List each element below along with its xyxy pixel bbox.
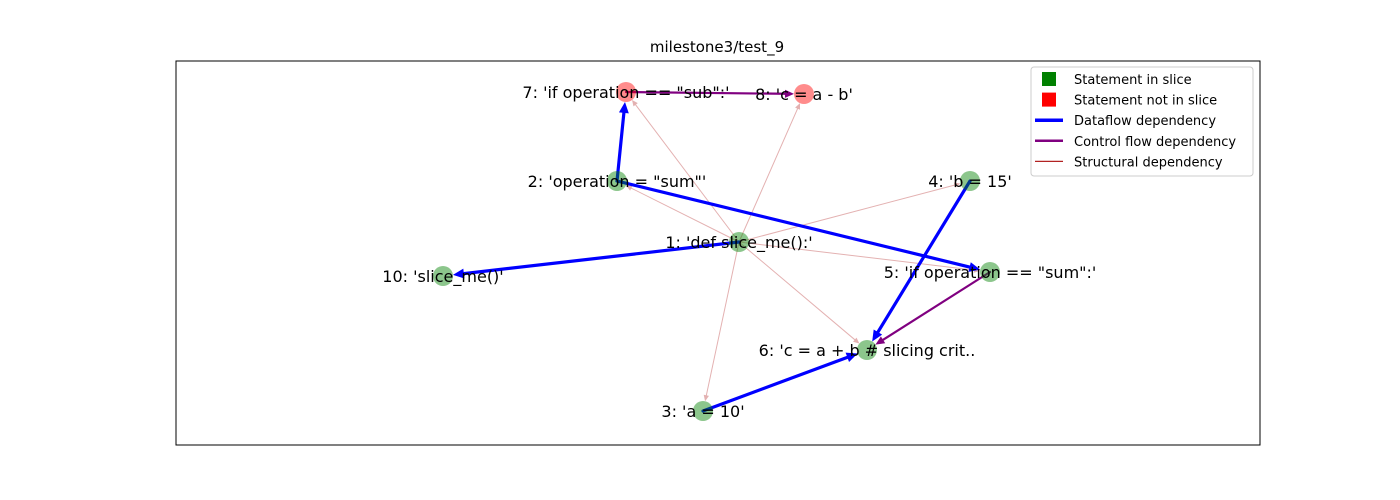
node-label-2: 2: 'operation = "sum"': [528, 172, 707, 191]
node-label-4: 4: 'b = 15': [928, 172, 1012, 191]
edges-layer: [452, 89, 992, 413]
legend-box: [1030, 66, 1254, 177]
edge-dataflow-3-6: [701, 352, 858, 413]
node-labels-layer: 1: 'def slice_me():' 2: 'operation = "sum…: [382, 83, 1096, 421]
node-label-10: 10: 'slice_me()': [382, 267, 503, 287]
edge-control-5-6: [875, 270, 992, 345]
edge-structural-1-6: [738, 241, 860, 344]
edge-control-7-8: [624, 89, 795, 98]
legend-label-control: Control flow dependency: [1074, 135, 1236, 150]
node-label-5: 5: 'if operation == "sum":': [884, 263, 1097, 282]
node-label-3: 3: 'a = 10': [661, 402, 744, 421]
node-10: [433, 266, 453, 286]
edge-dataflow-2-5: [615, 179, 981, 272]
legend-label-in_slice: Statement in slice: [1074, 73, 1192, 88]
node-2: [607, 171, 627, 191]
edge-structural-1-2: [625, 185, 740, 243]
node-5: [980, 262, 1000, 282]
edge-structural-1-7: [632, 99, 740, 243]
legend-marker-in_slice: [1042, 72, 1056, 86]
edge-structural-1-4: [738, 182, 961, 243]
legend: Statement in slice Statement not in slice…: [1030, 66, 1254, 177]
nodes-layer: [433, 82, 1000, 421]
node-1: [729, 232, 749, 252]
node-3: [693, 401, 713, 421]
node-7: [616, 82, 636, 102]
legend-label-dataflow: Dataflow dependency: [1074, 114, 1216, 129]
legend-label-structural: Structural dependency: [1074, 155, 1223, 170]
node-label-1: 1: 'def slice_me():': [665, 233, 812, 253]
node-label-7: 7: 'if operation == "sub":': [522, 83, 729, 102]
edge-dataflow-2-7: [615, 101, 629, 183]
edge-structural-1-8: [738, 103, 801, 243]
edge-dataflow-1-10: [452, 240, 741, 279]
legend-label-not_in_slice: Statement not in slice: [1074, 94, 1217, 109]
node-label-6: 6: 'c = a + b # slicing crit..: [759, 341, 976, 360]
node-4: [960, 171, 980, 191]
figure-title: milestone3/test_9: [650, 38, 784, 57]
node-8: [794, 84, 814, 104]
edge-dataflow-4-6: [872, 179, 972, 342]
legend-marker-not_in_slice: [1042, 92, 1056, 107]
edge-structural-1-3: [703, 241, 740, 402]
node-label-8: 8: 'c = a - b': [755, 85, 853, 104]
node-6: [857, 340, 877, 360]
